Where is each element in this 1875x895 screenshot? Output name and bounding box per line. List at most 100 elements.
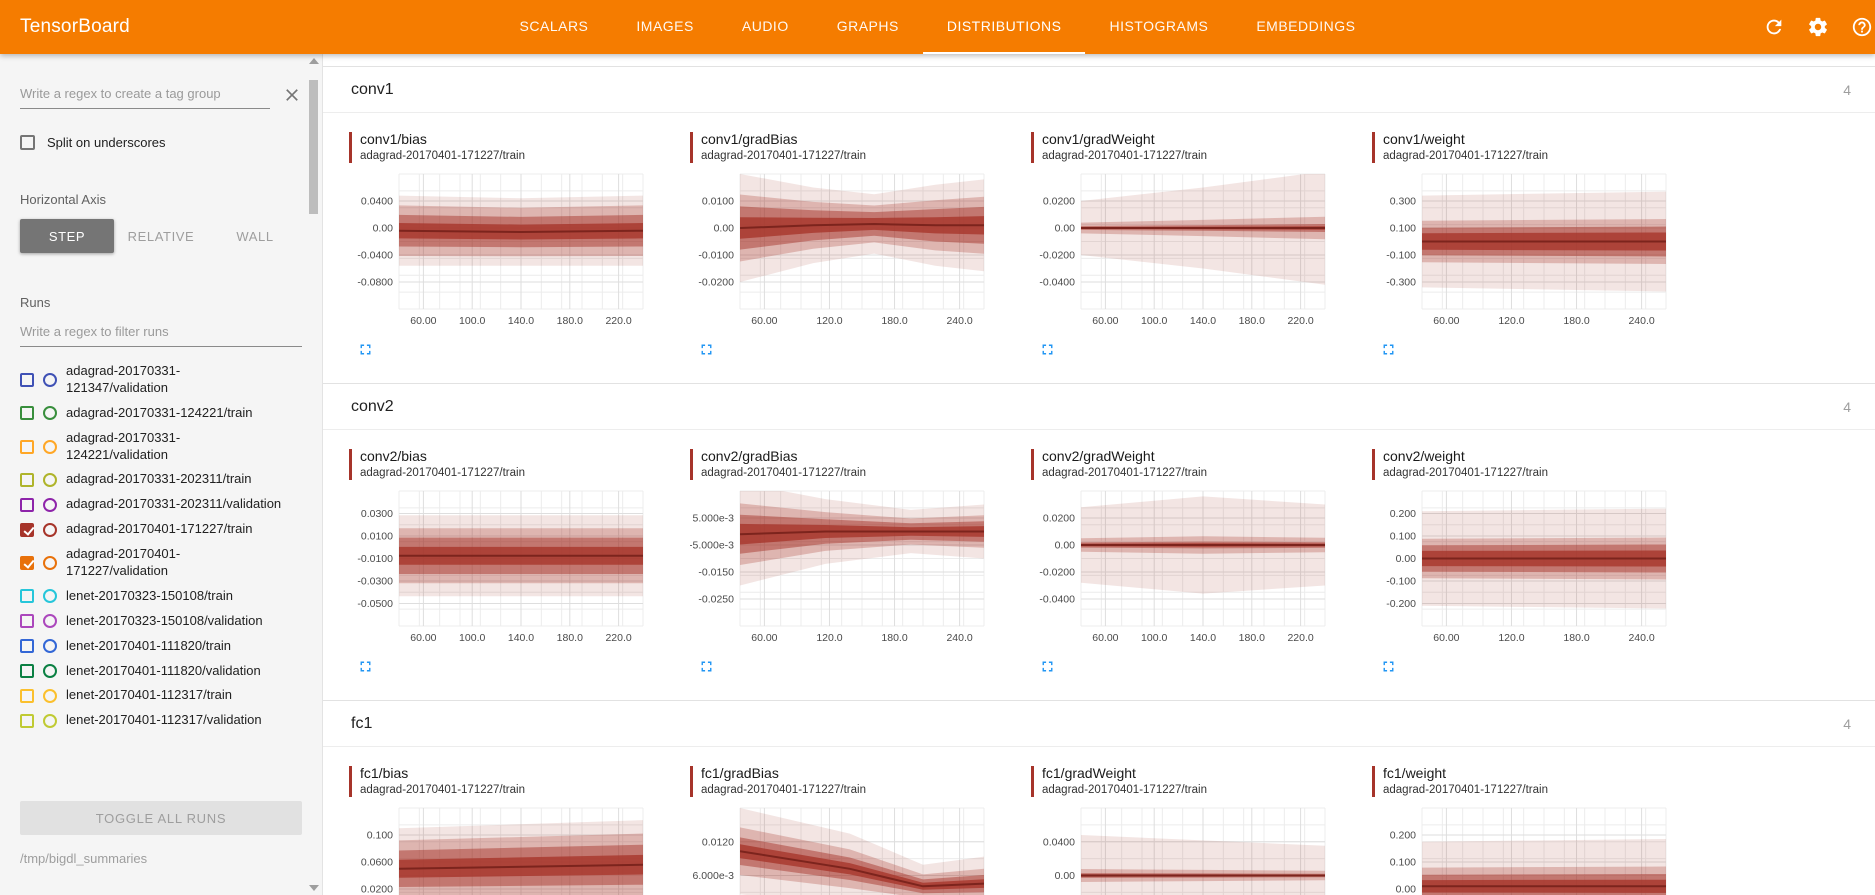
svg-text:140.0: 140.0 xyxy=(508,315,534,327)
svg-text:-0.0250: -0.0250 xyxy=(698,594,734,606)
tab-graphs[interactable]: GRAPHS xyxy=(836,18,899,34)
svg-text:240.0: 240.0 xyxy=(1628,632,1654,644)
svg-text:180.0: 180.0 xyxy=(881,315,907,327)
run-radio[interactable] xyxy=(43,472,57,487)
refresh-icon[interactable] xyxy=(1763,16,1785,38)
run-item[interactable]: lenet-20170401-111820/train xyxy=(20,634,282,659)
run-radio[interactable] xyxy=(43,439,57,454)
split-on-underscores-checkbox[interactable]: Split on underscores xyxy=(20,135,302,150)
tab-audio[interactable]: AUDIO xyxy=(741,18,789,34)
run-radio[interactable] xyxy=(43,522,57,537)
run-color-bar xyxy=(1372,132,1375,163)
tab-images[interactable]: IMAGES xyxy=(636,18,694,34)
chart-grid: conv1/bias adagrad-20170401-171227/train 0… xyxy=(323,113,1875,383)
svg-text:6.000e-3: 6.000e-3 xyxy=(693,870,735,882)
run-radio[interactable] xyxy=(43,688,57,703)
scroll-down-icon[interactable] xyxy=(309,885,319,891)
svg-text:180.0: 180.0 xyxy=(1239,315,1265,327)
section-header-fc1[interactable]: fc1 4 xyxy=(323,701,1875,747)
expand-chart-icon[interactable] xyxy=(698,341,715,358)
run-radio[interactable] xyxy=(43,589,57,604)
expand-chart-icon[interactable] xyxy=(357,341,374,358)
run-item[interactable]: adagrad-20170401-171227/validation xyxy=(20,542,282,584)
run-label: adagrad-20170401-171227/train xyxy=(66,521,253,537)
run-item[interactable]: adagrad-20170331-202311/validation xyxy=(20,492,282,517)
runs-filter-input[interactable] xyxy=(20,318,302,347)
run-color-bar xyxy=(1372,449,1375,480)
settings-gear-icon[interactable] xyxy=(1807,16,1829,38)
chart-title: conv2/weight xyxy=(1383,448,1465,464)
expand-chart-icon[interactable] xyxy=(698,658,715,675)
run-label: adagrad-20170401-171227/validation xyxy=(66,546,181,579)
run-list-scrollbar[interactable] xyxy=(308,58,320,891)
distribution-chart: 0.200 0.100 0.00 -0.100 -0.200 60.00 120.0 180.… xyxy=(1386,490,1667,644)
run-checkbox[interactable] xyxy=(20,372,34,387)
svg-text:240.0: 240.0 xyxy=(946,632,972,644)
run-radio[interactable] xyxy=(43,497,57,512)
section-header-conv2[interactable]: conv2 4 xyxy=(323,384,1875,430)
run-item[interactable]: lenet-20170401-112317/validation xyxy=(20,708,282,733)
checkbox-icon[interactable] xyxy=(20,135,35,150)
run-checkbox[interactable] xyxy=(20,639,34,654)
run-item[interactable]: adagrad-20170401-171227/train xyxy=(20,517,282,542)
run-item[interactable]: adagrad-20170331-121347/validation xyxy=(20,359,282,401)
expand-chart-icon[interactable] xyxy=(1380,658,1397,675)
svg-text:0.100: 0.100 xyxy=(1390,223,1416,235)
run-checkbox[interactable] xyxy=(20,614,34,629)
run-radio[interactable] xyxy=(43,556,57,571)
run-checkbox[interactable] xyxy=(20,522,34,537)
run-checkbox[interactable] xyxy=(20,556,34,571)
run-item[interactable]: lenet-20170323-150108/validation xyxy=(20,609,282,634)
close-icon[interactable] xyxy=(282,85,302,109)
run-radio[interactable] xyxy=(43,664,57,679)
axis-button-relative[interactable]: RELATIVE xyxy=(127,228,195,244)
tab-distributions[interactable]: DISTRIBUTIONS xyxy=(922,0,1086,54)
content-area: Split on underscores Horizontal Axis STE… xyxy=(0,54,1875,895)
svg-text:0.0400: 0.0400 xyxy=(361,196,393,208)
svg-text:-0.0200: -0.0200 xyxy=(1039,567,1075,579)
toggle-all-runs-button[interactable]: TOGGLE ALL RUNS xyxy=(20,801,302,835)
svg-text:0.00: 0.00 xyxy=(714,223,735,235)
help-icon[interactable] xyxy=(1851,16,1873,38)
run-color-bar xyxy=(349,766,352,797)
run-item[interactable]: adagrad-20170331-124221/validation xyxy=(20,426,282,468)
tag-regex-input[interactable] xyxy=(20,80,270,109)
scrollbar-thumb[interactable] xyxy=(309,80,318,214)
svg-text:-0.100: -0.100 xyxy=(1386,250,1416,262)
run-item[interactable]: lenet-20170401-112317/train xyxy=(20,683,282,708)
axis-button-wall[interactable]: WALL xyxy=(236,228,274,244)
run-label: adagrad-20170331-121347/validation xyxy=(66,363,181,395)
svg-text:100.0: 100.0 xyxy=(459,315,485,327)
run-item[interactable]: adagrad-20170331-124221/train xyxy=(20,401,282,426)
tab-histograms[interactable]: HISTOGRAMS xyxy=(1109,18,1209,34)
run-checkbox[interactable] xyxy=(20,688,34,703)
expand-chart-icon[interactable] xyxy=(1039,341,1056,358)
run-checkbox[interactable] xyxy=(20,439,34,454)
run-radio[interactable] xyxy=(43,639,57,654)
scroll-up-icon[interactable] xyxy=(309,58,319,64)
run-radio[interactable] xyxy=(43,406,57,421)
run-radio[interactable] xyxy=(43,614,57,629)
expand-chart-icon[interactable] xyxy=(357,658,374,675)
section-header-conv1[interactable]: conv1 4 xyxy=(323,67,1875,113)
run-radio[interactable] xyxy=(43,372,57,387)
tab-scalars[interactable]: SCALARS xyxy=(519,18,589,34)
run-item[interactable]: lenet-20170323-150108/train xyxy=(20,584,282,609)
expand-chart-icon[interactable] xyxy=(1039,658,1056,675)
run-checkbox[interactable] xyxy=(20,589,34,604)
svg-text:-0.0400: -0.0400 xyxy=(1039,594,1075,606)
run-color-bar xyxy=(349,132,352,163)
run-checkbox[interactable] xyxy=(20,472,34,487)
run-checkbox[interactable] xyxy=(20,497,34,512)
run-checkbox[interactable] xyxy=(20,406,34,421)
horizontal-axis-toggle: STEP RELATIVE WALL xyxy=(20,219,302,253)
run-radio[interactable] xyxy=(43,713,57,728)
run-checkbox[interactable] xyxy=(20,713,34,728)
run-checkbox[interactable] xyxy=(20,664,34,679)
run-item[interactable]: adagrad-20170331-202311/train xyxy=(20,467,282,492)
axis-button-step[interactable]: STEP xyxy=(20,219,114,253)
expand-chart-icon[interactable] xyxy=(1380,341,1397,358)
tab-embeddings[interactable]: EMBEDDINGS xyxy=(1256,18,1356,34)
run-item[interactable]: lenet-20170401-111820/validation xyxy=(20,659,282,684)
